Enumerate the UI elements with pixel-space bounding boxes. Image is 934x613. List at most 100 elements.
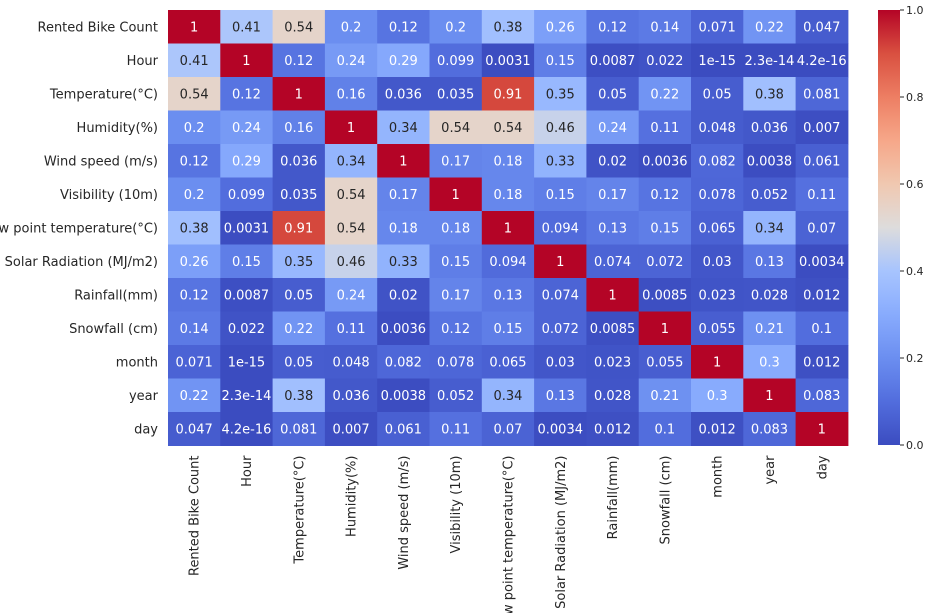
cell-value-label: 0.46 [337, 255, 366, 270]
heatmap-cell [743, 278, 797, 312]
heatmap-cell [377, 144, 430, 178]
cell-value-label: 0.34 [493, 389, 522, 404]
heatmap-cell [534, 43, 587, 78]
cell-value-label: 0.05 [284, 355, 313, 370]
heatmap-cell [638, 345, 692, 379]
heatmap-cell [168, 311, 221, 346]
heatmap-cell [534, 211, 587, 245]
heatmap-cell [168, 211, 221, 245]
cell-value-label: 0.54 [337, 221, 366, 236]
cell-value-label: 0.012 [699, 422, 736, 437]
heatmap-cell [638, 311, 692, 346]
cell-value-label: 0.0038 [747, 154, 793, 169]
heatmap-cell [220, 211, 274, 245]
colorbar-tick-label: 0.0 [906, 439, 924, 452]
heatmap-cell [481, 378, 535, 413]
heatmap-cell [795, 77, 849, 111]
y-tick-label-dew-point-temperature-c: Dew point temperature(°C) [0, 221, 158, 236]
heatmap-cell [220, 244, 274, 279]
heatmap-cell [272, 177, 326, 212]
cell-value-label: 0.34 [337, 154, 366, 169]
cell-value-label: 0.22 [284, 322, 313, 337]
heatmap-cell [586, 311, 640, 346]
cell-value-label: 1e-15 [698, 54, 736, 69]
cell-value-label: 0.035 [280, 188, 317, 203]
heatmap-cell [481, 244, 535, 279]
heatmap-cell [638, 43, 692, 78]
cell-value-label: 0.052 [437, 389, 474, 404]
heatmap-cell [638, 244, 692, 279]
x-tick-label-solar-radiation-mj-m2: Solar Radiation (MJ/m2) [554, 456, 569, 609]
heatmap-cell [377, 278, 430, 312]
colorbar-tick-label: 0.2 [906, 352, 924, 365]
heatmap-cell [377, 43, 430, 78]
cell-value-label: 0.16 [337, 87, 366, 102]
heatmap-cell [481, 43, 535, 78]
cell-value-label: 1 [399, 154, 407, 169]
cell-value-label: 0.11 [337, 322, 366, 337]
cell-value-label: 0.41 [232, 20, 261, 35]
cell-value-label: 0.11 [807, 188, 836, 203]
cell-value-label: 0.07 [493, 422, 522, 437]
heatmap-cell [220, 177, 274, 212]
cell-value-label: 0.03 [546, 355, 575, 370]
heatmap-cell [691, 345, 744, 379]
heatmap-cell [168, 77, 221, 111]
cell-value-label: 0.17 [389, 188, 418, 203]
cell-value-label: 0.38 [493, 20, 522, 35]
cell-value-label: 4.2e-16 [797, 54, 847, 69]
cell-value-label: 0.91 [493, 87, 522, 102]
heatmap-cell [691, 311, 744, 346]
cell-value-label: 0.036 [385, 87, 422, 102]
y-tick-label-year: year [129, 389, 159, 404]
heatmap-cell [220, 412, 274, 446]
cell-value-label: 1 [818, 422, 826, 437]
heatmap-cell [272, 110, 326, 145]
heatmap-cell [638, 110, 692, 145]
cell-value-label: 0.54 [284, 20, 313, 35]
heatmap-cell [534, 144, 587, 178]
cell-value-label: 0.02 [598, 154, 627, 169]
heatmap-cell [429, 177, 483, 212]
heatmap-cell [272, 43, 326, 78]
cell-value-label: 0.46 [546, 121, 575, 136]
cell-value-label: 0.14 [650, 20, 679, 35]
y-tick-label-temperature-c: Temperature(°C) [49, 87, 158, 102]
heatmap-cell [638, 412, 692, 446]
cell-value-label: 1 [190, 20, 198, 35]
cell-value-label: 0.24 [598, 121, 627, 136]
cell-value-label: 1 [765, 389, 773, 404]
cell-value-label: 0.065 [489, 355, 526, 370]
heatmap-cell [586, 278, 640, 312]
heatmap-cell [534, 110, 587, 145]
heatmap-cell [168, 177, 221, 212]
cell-value-label: 0.072 [542, 322, 579, 337]
y-tick-label-snowfall-cm: Snowfall (cm) [69, 322, 158, 337]
heatmap-cell [481, 311, 535, 346]
heatmap-cell [377, 412, 430, 446]
cell-value-label: 0.047 [803, 20, 840, 35]
heatmap-cell [481, 345, 535, 379]
cell-value-label: 0.91 [284, 221, 313, 236]
x-tick-label-snowfall-cm: Snowfall (cm) [658, 456, 673, 545]
heatmap-cell [586, 345, 640, 379]
cell-value-label: 0.12 [598, 20, 627, 35]
heatmap-cell [272, 144, 326, 178]
heatmap-cell [429, 43, 483, 78]
heatmap-cell [168, 412, 221, 446]
cell-value-label: 0.11 [650, 121, 679, 136]
cell-value-label: 0.012 [594, 422, 631, 437]
heatmap-cell [638, 77, 692, 111]
x-tick-label-rented-bike-count: Rented Bike Count [188, 456, 203, 577]
heatmap-cell [429, 77, 483, 111]
y-tick-label-humidity: Humidity(%) [77, 121, 158, 136]
heatmap-cell [743, 10, 797, 44]
cell-value-label: 0.15 [650, 221, 679, 236]
cell-value-label: 0.22 [755, 20, 784, 35]
heatmap-cell [534, 244, 587, 279]
cell-value-label: 0.1 [811, 322, 832, 337]
heatmap-cell [534, 311, 587, 346]
cell-value-label: 0.078 [699, 188, 736, 203]
y-tick-label-day: day [134, 422, 158, 437]
cell-value-label: 0.0034 [538, 422, 584, 437]
